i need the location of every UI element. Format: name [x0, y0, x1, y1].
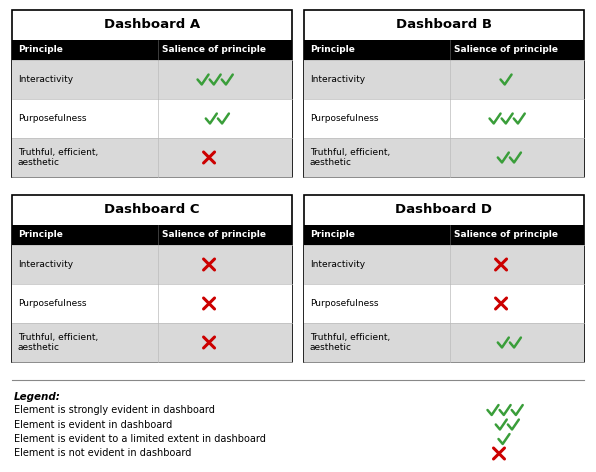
Bar: [304, 40, 584, 60]
Text: Dashboard B: Dashboard B: [396, 18, 492, 32]
Bar: [304, 245, 584, 284]
Text: Truthful, efficient,
aesthetic: Truthful, efficient, aesthetic: [310, 148, 390, 167]
Text: Dashboard A: Dashboard A: [104, 18, 200, 32]
Text: Salience of principle: Salience of principle: [162, 230, 266, 239]
Text: Principle: Principle: [18, 230, 63, 239]
Text: Truthful, efficient,
aesthetic: Truthful, efficient, aesthetic: [310, 333, 390, 352]
Bar: [304, 323, 584, 362]
Bar: [12, 284, 292, 323]
Bar: [304, 284, 584, 323]
Text: Element is not evident in dashboard: Element is not evident in dashboard: [14, 448, 191, 458]
Text: Salience of principle: Salience of principle: [454, 230, 558, 239]
Bar: [12, 99, 292, 138]
Text: Element is strongly evident in dashboard: Element is strongly evident in dashboard: [14, 405, 215, 415]
Text: Salience of principle: Salience of principle: [454, 45, 558, 54]
Text: Interactivity: Interactivity: [18, 260, 73, 269]
Text: Dashboard D: Dashboard D: [396, 203, 492, 217]
Bar: [12, 245, 292, 284]
Text: Purposefulness: Purposefulness: [310, 299, 378, 308]
Text: Legend:: Legend:: [14, 392, 61, 402]
Bar: [304, 99, 584, 138]
Text: Interactivity: Interactivity: [18, 75, 73, 84]
Bar: [12, 138, 292, 177]
Text: Purposefulness: Purposefulness: [310, 114, 378, 123]
Bar: [304, 60, 584, 99]
Text: Principle: Principle: [310, 230, 355, 239]
Text: Principle: Principle: [18, 45, 63, 54]
Text: Interactivity: Interactivity: [310, 75, 365, 84]
Text: Element is evident in dashboard: Element is evident in dashboard: [14, 420, 172, 430]
Bar: [304, 10, 584, 177]
Bar: [12, 10, 292, 177]
Text: Truthful, efficient,
aesthetic: Truthful, efficient, aesthetic: [18, 333, 98, 352]
Text: Interactivity: Interactivity: [310, 260, 365, 269]
Bar: [304, 225, 584, 245]
Text: Dashboard C: Dashboard C: [104, 203, 200, 217]
Text: Purposefulness: Purposefulness: [18, 299, 86, 308]
Bar: [12, 323, 292, 362]
Text: Salience of principle: Salience of principle: [162, 45, 266, 54]
Bar: [304, 138, 584, 177]
Bar: [12, 60, 292, 99]
Text: Truthful, efficient,
aesthetic: Truthful, efficient, aesthetic: [18, 148, 98, 167]
Bar: [12, 195, 292, 362]
Text: Purposefulness: Purposefulness: [18, 114, 86, 123]
Text: Principle: Principle: [310, 45, 355, 54]
Bar: [12, 225, 292, 245]
Text: Element is evident to a limited extent in dashboard: Element is evident to a limited extent i…: [14, 434, 266, 444]
Bar: [304, 195, 584, 362]
Bar: [12, 40, 292, 60]
